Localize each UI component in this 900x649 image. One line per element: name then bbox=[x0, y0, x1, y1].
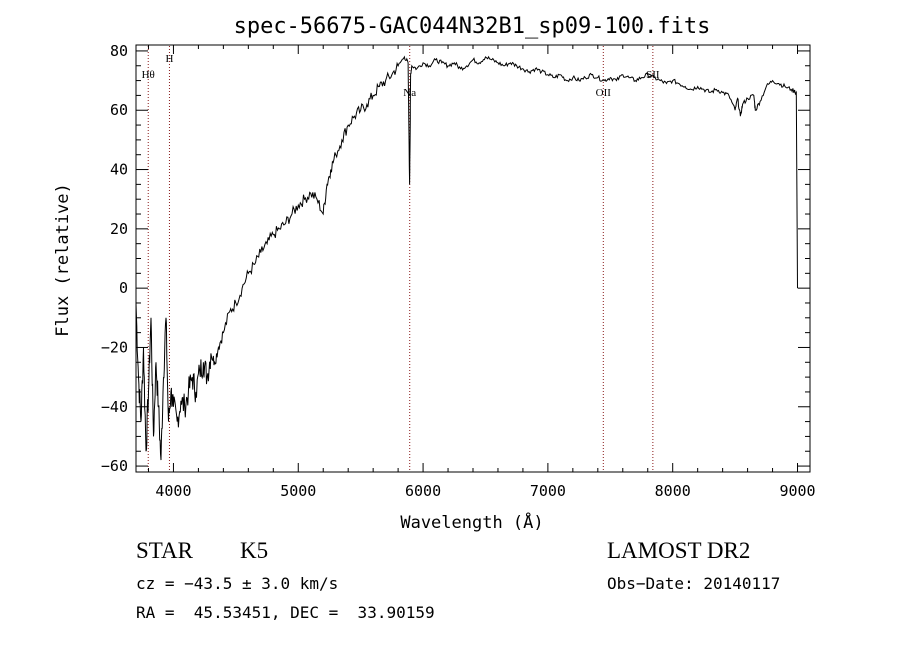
x-tick-label: 9000 bbox=[779, 482, 815, 500]
y-tick-label: 80 bbox=[110, 42, 128, 60]
y-tick-label: 0 bbox=[119, 279, 128, 297]
y-tick-label: 20 bbox=[110, 220, 128, 238]
survey-label: LAMOST DR2 bbox=[607, 538, 751, 563]
marker-label: Hθ bbox=[142, 69, 155, 81]
y-tick-label: 60 bbox=[110, 101, 128, 119]
y-tick-label: −20 bbox=[101, 338, 128, 356]
y-tick-label: 40 bbox=[110, 161, 128, 179]
obs-date-label: Obs−Date: 20140117 bbox=[607, 574, 781, 593]
x-tick-label: 4000 bbox=[155, 482, 191, 500]
y-axis-ticks: −60 −40 −20 0 20 40 60 80 bbox=[101, 42, 810, 475]
coordinates-label: RA = 45.53451, DEC = 33.90159 bbox=[136, 603, 435, 622]
x-tick-label: 5000 bbox=[280, 482, 316, 500]
y-tick-label: −60 bbox=[101, 457, 128, 475]
plot-frame bbox=[135, 44, 811, 473]
x-tick-label: 7000 bbox=[530, 482, 566, 500]
object-type-label: STAR bbox=[136, 538, 193, 563]
y-tick-label: −40 bbox=[101, 398, 128, 416]
velocity-label: cz = −43.5 ± 3.0 km/s bbox=[136, 574, 339, 593]
marker-label: OII bbox=[596, 87, 612, 99]
x-axis-ticks: 4000 5000 6000 7000 8000 9000 bbox=[147, 45, 816, 500]
x-axis-label: Wavelength (Å) bbox=[400, 511, 543, 533]
spectrum-chart: spec-56675-GAC044N32B1_sp09-100.fits Hθ H… bbox=[53, 14, 816, 533]
flux-series-line bbox=[135, 55, 798, 461]
marker-label: Na bbox=[403, 87, 416, 99]
x-tick-label: 6000 bbox=[405, 482, 441, 500]
y-axis-label: Flux (relative) bbox=[53, 183, 73, 337]
x-tick-label: 8000 bbox=[655, 482, 691, 500]
subclass-label: K5 bbox=[240, 538, 269, 563]
marker-label: H bbox=[165, 53, 173, 65]
chart-title: spec-56675-GAC044N32B1_sp09-100.fits bbox=[234, 14, 711, 39]
